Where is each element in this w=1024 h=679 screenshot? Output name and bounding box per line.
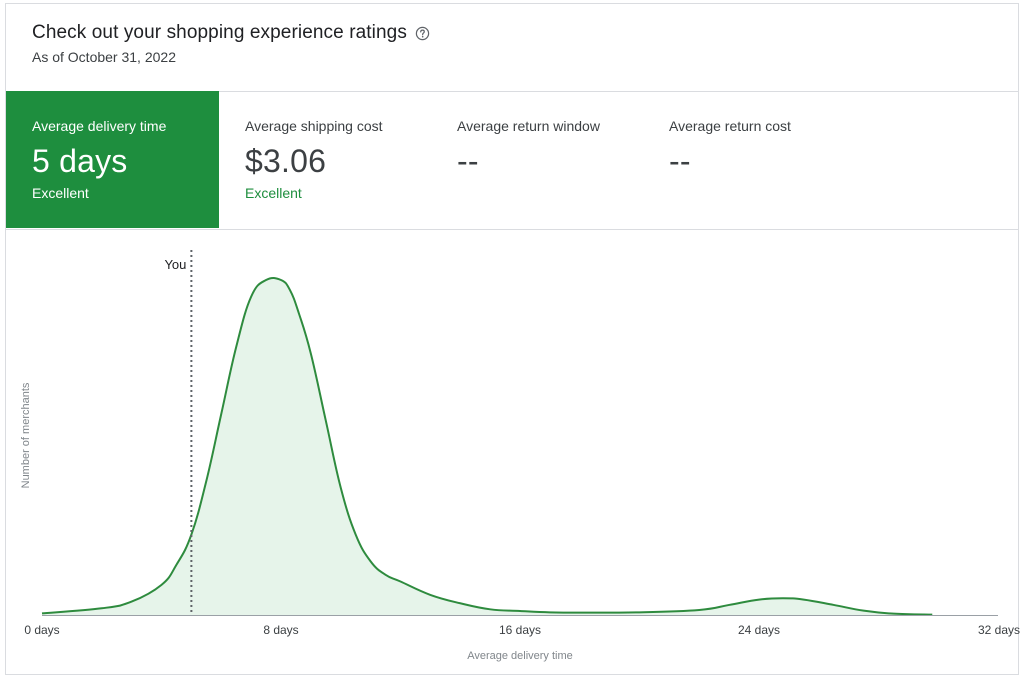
card-header: Check out your shopping experience ratin…	[32, 22, 430, 65]
ratings-card: Check out your shopping experience ratin…	[5, 3, 1019, 675]
metric-label: Average delivery time	[32, 118, 167, 134]
as-of-date: As of October 31, 2022	[32, 49, 176, 65]
metric-value: --	[457, 143, 479, 179]
metric-value: --	[669, 143, 691, 179]
x-tick-label: 16 days	[499, 623, 541, 637]
tab-average-return-cost[interactable]: Average return cost --	[643, 91, 856, 228]
metric-value: $3.06	[245, 143, 327, 179]
distribution-line	[41, 276, 933, 616]
metric-rating: Excellent	[32, 185, 89, 201]
page-title: Check out your shopping experience ratin…	[32, 22, 407, 43]
metric-rating: Excellent	[245, 185, 302, 201]
metric-tabs: Average delivery time 5 days Excellent A…	[6, 91, 1018, 230]
x-axis-ticks: 0 days 8 days 16 days 24 days 32 days	[24, 623, 1020, 637]
metric-value: 5 days	[32, 143, 128, 179]
distribution-area	[42, 277, 933, 615]
y-axis-label: Number of merchants	[20, 382, 32, 488]
x-axis-label: Average delivery time	[467, 650, 573, 662]
you-marker-label: You	[164, 257, 186, 272]
tab-average-delivery-time[interactable]: Average delivery time 5 days Excellent	[6, 91, 219, 228]
metric-label: Average return cost	[669, 118, 791, 134]
x-tick-label: 24 days	[738, 623, 780, 637]
tab-average-return-window[interactable]: Average return window --	[431, 91, 644, 228]
x-tick-label: 8 days	[263, 623, 298, 637]
metric-label: Average return window	[457, 118, 600, 134]
tab-average-shipping-cost[interactable]: Average shipping cost $3.06 Excellent	[219, 91, 432, 228]
x-tick-label: 0 days	[24, 623, 59, 637]
help-circle-icon[interactable]	[415, 26, 430, 41]
metric-label: Average shipping cost	[245, 118, 383, 134]
x-tick-label: 32 days	[978, 623, 1020, 637]
